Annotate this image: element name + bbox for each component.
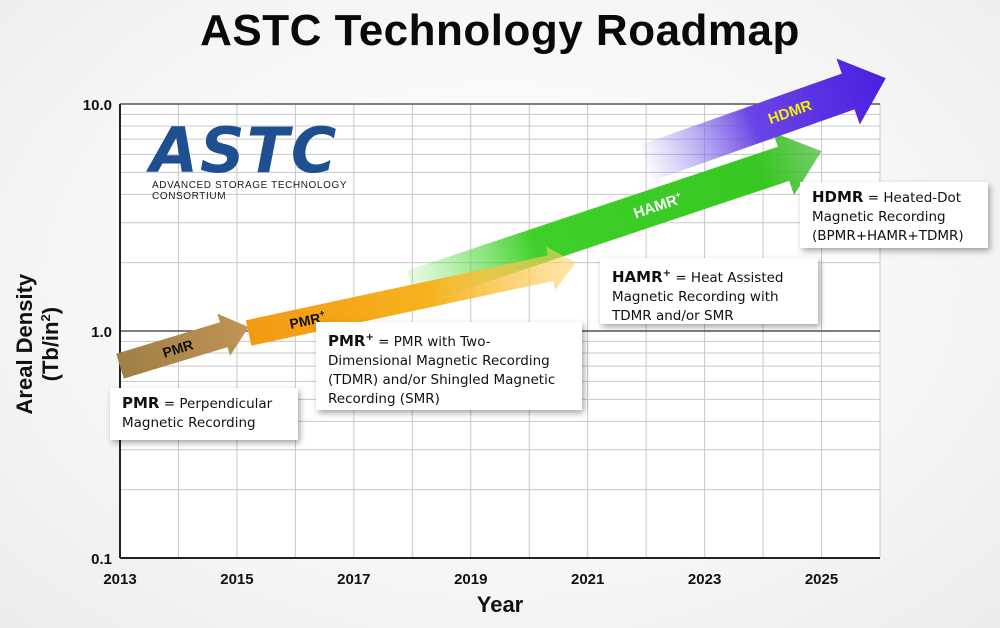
definition-text: Recording (SMR) bbox=[328, 391, 440, 407]
definition-text: = PMR with Two- bbox=[378, 334, 491, 350]
astc-logo: ASTC ADVANCED STORAGE TECHNOLOGY CONSORT… bbox=[150, 114, 420, 203]
definition-text: Magnetic Recording with bbox=[612, 289, 779, 305]
definition-term: HDMR bbox=[812, 188, 864, 206]
definition-term: PMR bbox=[122, 394, 160, 412]
y-axis-label: Areal Density (Tb/in2) bbox=[11, 273, 64, 415]
y-tick-labels: 0.1 1.0 10.0 bbox=[83, 97, 112, 568]
y-tick-label: 1.0 bbox=[91, 324, 112, 341]
x-tick-label: 2025 bbox=[805, 571, 838, 588]
definition-text: Magnetic Recording bbox=[122, 415, 256, 431]
series-arrow-pmr-plus: PMR+ bbox=[245, 246, 576, 346]
definition-text: (BPMR+HAMR+TDMR) bbox=[812, 228, 964, 244]
series-arrow-hamr-plus: HAMR+ bbox=[406, 132, 822, 305]
definition-text: = Heat Assisted bbox=[675, 270, 784, 286]
pmr-definition-box: PMR = Perpendicular Magnetic Recording bbox=[110, 388, 298, 440]
x-tick-label: 2023 bbox=[688, 571, 721, 588]
definition-term: PMR+ bbox=[328, 332, 374, 350]
arrow-shape bbox=[116, 313, 249, 379]
definition-text: = Heated-Dot bbox=[867, 190, 962, 206]
arrow-shape bbox=[245, 246, 576, 346]
logo-wordmark: ASTC bbox=[150, 114, 339, 187]
arrow-shape bbox=[639, 58, 886, 181]
y-tick-label: 0.1 bbox=[91, 551, 112, 568]
chart-title: ASTC Technology Roadmap bbox=[200, 6, 800, 55]
definition-line: HDMR = Heated-Dot bbox=[812, 188, 978, 208]
x-tick-label: 2021 bbox=[571, 571, 604, 588]
x-tick-label: 2019 bbox=[454, 571, 487, 588]
y-tick-label: 10.0 bbox=[83, 97, 112, 114]
x-tick-label: 2013 bbox=[103, 571, 136, 588]
definition-text: Magnetic Recording bbox=[812, 209, 946, 225]
series-arrow-hdmr: HDMR bbox=[639, 58, 886, 181]
definition-text: Dimensional Magnetic Recording bbox=[328, 353, 550, 369]
definition-text: TDMR and/or SMR bbox=[612, 308, 734, 324]
definition-line: PMR = Perpendicular bbox=[122, 394, 288, 414]
definition-line: HAMR+ = Heat Assisted bbox=[612, 264, 808, 288]
definition-term: HAMR+ bbox=[612, 268, 672, 286]
x-axis-label: Year bbox=[476, 592, 524, 617]
arrow-shape bbox=[406, 132, 822, 305]
pmr-plus-definition-box: PMR+ = PMR with Two- Dimensional Magneti… bbox=[316, 322, 582, 410]
x-tick-label: 2015 bbox=[220, 571, 253, 588]
series-arrows: PMR HAMR+ PMR+ HDMR bbox=[116, 58, 886, 379]
hamr-plus-definition-box: HAMR+ = Heat Assisted Magnetic Recording… bbox=[600, 258, 818, 324]
definition-text: = Perpendicular bbox=[163, 396, 273, 412]
definition-line: PMR+ = PMR with Two- bbox=[328, 328, 572, 352]
x-tick-label: 2017 bbox=[337, 571, 370, 588]
x-tick-labels: 2013 2015 2017 2019 2021 2023 2025 bbox=[103, 571, 838, 588]
logo-subtitle: ADVANCED STORAGE TECHNOLOGY CONSORTIUM bbox=[152, 180, 347, 202]
hdmr-definition-box: HDMR = Heated-Dot Magnetic Recording (BP… bbox=[800, 182, 988, 248]
series-arrow-pmr: PMR bbox=[116, 313, 249, 379]
definition-text: (TDMR) and/or Shingled Magnetic bbox=[328, 372, 556, 388]
